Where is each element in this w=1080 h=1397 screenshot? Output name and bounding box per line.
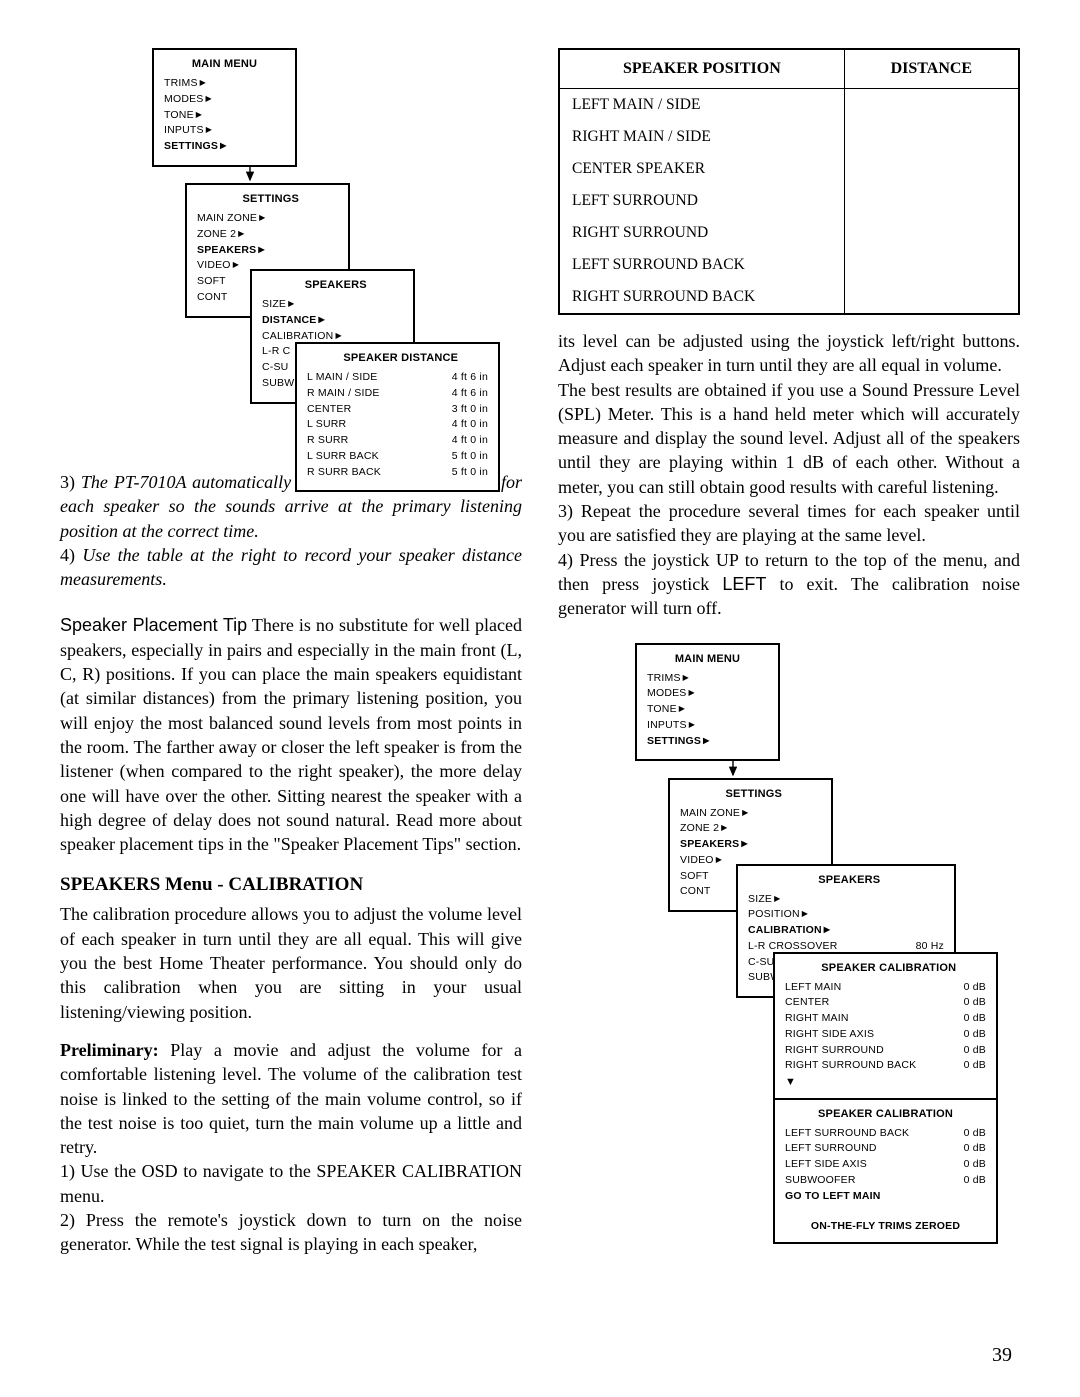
preliminary: Preliminary: Play a movie and adjust the…: [60, 1038, 522, 1159]
trims-footer: ON-THE-FLY TRIMS ZEROED: [785, 1220, 986, 1232]
main-menu-title: MAIN MENU: [164, 58, 285, 70]
speaker-distance-table: SPEAKER POSITION DISTANCE LEFT MAIN / SI…: [558, 48, 1020, 315]
table-header-distance: DISTANCE: [844, 49, 1019, 89]
menu-diagram-distance: MAIN MENU TRIMS MODES TONE INPUTS SETTIN…: [90, 48, 522, 456]
placement-tip: Speaker Placement Tip There is no substi…: [60, 613, 522, 856]
speakers-title-2: SPEAKERS: [818, 874, 880, 886]
calibration-intro: The calibration procedure allows you to …: [60, 902, 522, 1023]
table-row: RIGHT SURROUND: [559, 217, 1019, 249]
distance-title: SPEAKER DISTANCE: [343, 352, 458, 364]
table-row: CENTER SPEAKER: [559, 153, 1019, 185]
cal-step-4: 4) Press the joystick UP to return to th…: [558, 548, 1020, 621]
settings-title-2: SETTINGS: [725, 788, 782, 800]
step-4: 4) Use the table at the right to record …: [60, 543, 522, 592]
menu-diagram-calibration: MAIN MENU TRIMS MODES TONE INPUTS SETTIN…: [568, 643, 1020, 1243]
table-row: RIGHT SURROUND BACK: [559, 281, 1019, 314]
cal-step-2-cont: its level can be adjusted using the joys…: [558, 329, 1020, 378]
speaker-cal-title: SPEAKER CALIBRATION: [821, 962, 956, 974]
table-row: LEFT MAIN / SIDE: [559, 89, 1019, 122]
cal-step-1: 1) Use the OSD to navigate to the SPEAKE…: [60, 1159, 522, 1208]
settings-title: SETTINGS: [242, 193, 299, 205]
cal-step-2: 2) Press the remote's joystick down to t…: [60, 1208, 522, 1257]
main-menu-title-2: MAIN MENU: [647, 653, 768, 665]
speaker-cal-title-2: SPEAKER CALIBRATION: [785, 1108, 986, 1120]
section-calibration: SPEAKERS Menu - CALIBRATION: [60, 874, 522, 896]
table-row: RIGHT MAIN / SIDE: [559, 121, 1019, 153]
page-number: 39: [992, 1344, 1012, 1367]
cal-step-3: 3) Repeat the procedure several times fo…: [558, 499, 1020, 548]
table-header-position: SPEAKER POSITION: [559, 49, 844, 89]
spl-meter: The best results are obtained if you use…: [558, 378, 1020, 499]
table-row: LEFT SURROUND: [559, 185, 1019, 217]
table-row: LEFT SURROUND BACK: [559, 249, 1019, 281]
speakers-title: SPEAKERS: [305, 279, 367, 291]
